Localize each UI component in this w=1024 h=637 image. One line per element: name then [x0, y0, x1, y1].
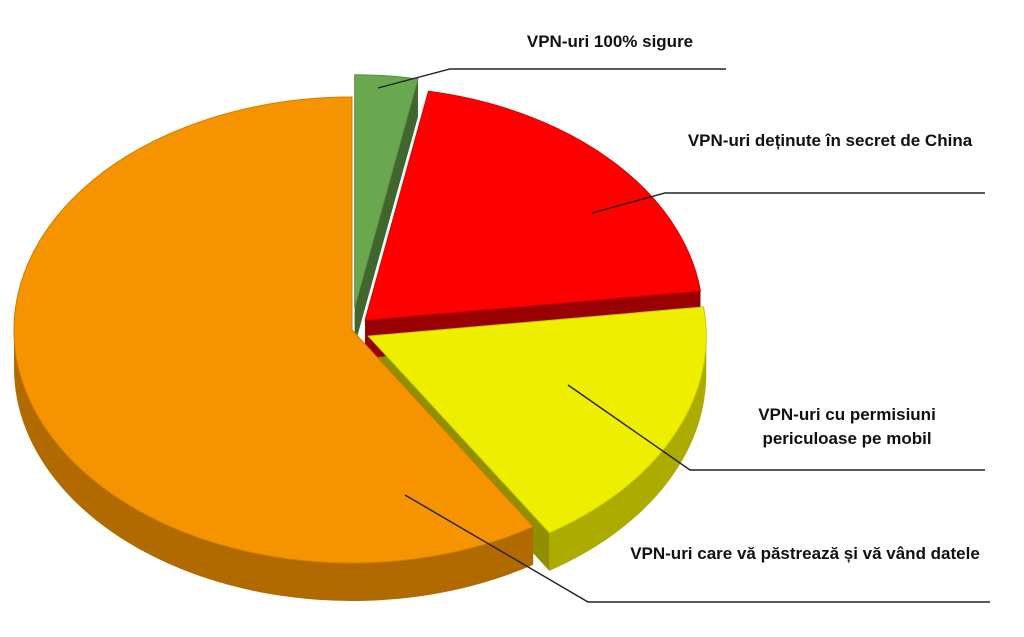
leader-line-china [591, 192, 985, 214]
pie-tops [13, 74, 707, 564]
leader-line-secure [377, 68, 726, 89]
slice-label-mobile: VPN-uri cu permisiuni periculoase pe mob… [758, 405, 936, 448]
slice-data-sold [13, 96, 534, 564]
slice-label-data-sold: VPN-uri care vă păstrează și vă vând dat… [630, 544, 980, 563]
slice-china [364, 90, 702, 321]
leader-line-mobile [567, 384, 985, 471]
slice-label-secure: VPN-uri 100% sigure [526, 32, 694, 51]
leader-line-data-sold [404, 494, 990, 603]
slice-side-mobile [549, 336, 707, 571]
slice-side-data-sold [14, 330, 534, 601]
slice-secure [354, 74, 419, 308]
slice-mobile [367, 306, 707, 534]
leader-lines [377, 68, 990, 603]
slice-wall-secure-1 [354, 78, 418, 346]
slice-label-china: VPN-uri deținute în secret de China [687, 131, 973, 150]
